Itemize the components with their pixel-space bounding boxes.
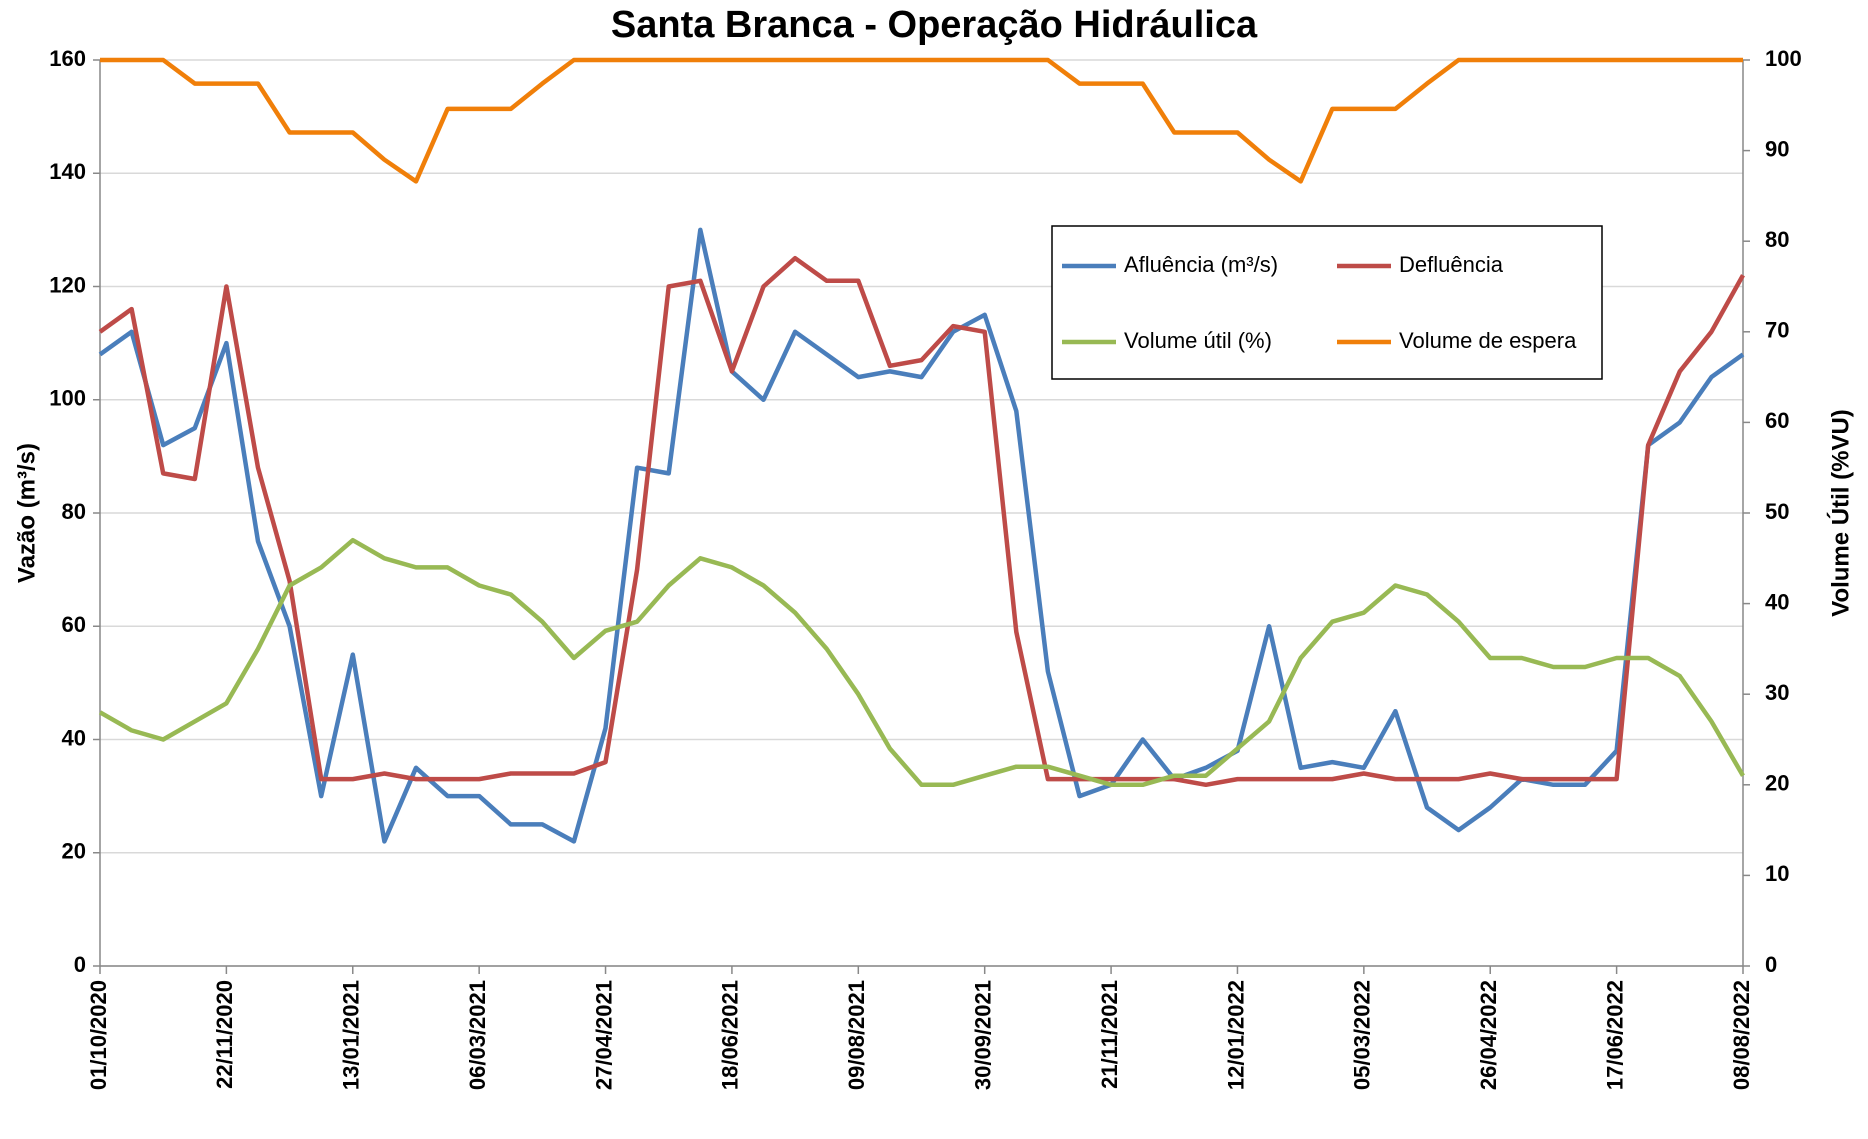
chart-title: Santa Branca - Operação Hidráulica: [611, 4, 1258, 46]
y-tick-label: 120: [49, 272, 86, 297]
y2-tick-label: 40: [1765, 589, 1789, 614]
x-tick-label: 21/11/2021: [1097, 980, 1122, 1089]
y-tick-label: 0: [74, 952, 86, 977]
y2-tick-label: 50: [1765, 499, 1789, 524]
y2-tick-label: 90: [1765, 136, 1789, 161]
x-tick-label: 22/11/2020: [212, 980, 237, 1089]
legend-label: Defluência: [1399, 252, 1504, 277]
x-tick-label: 06/03/2021: [465, 980, 490, 1090]
x-tick-label: 18/06/2021: [718, 980, 743, 1090]
x-tick-label: 09/08/2021: [844, 980, 869, 1090]
y2-tick-label: 80: [1765, 227, 1789, 252]
series-line: [100, 57, 1743, 184]
x-tick-label: 12/01/2022: [1223, 980, 1248, 1090]
legend-box: [1051, 225, 1603, 380]
y-tick-label: 160: [49, 46, 86, 71]
y-tick-label: 140: [49, 159, 86, 184]
y-tick-label: 80: [62, 499, 86, 524]
y-tick-label: 40: [62, 725, 86, 750]
y-tick-label: 100: [49, 386, 86, 411]
y2-tick-label: 10: [1765, 861, 1789, 886]
series-line: [98, 537, 1745, 788]
y2-tick-label: 60: [1765, 408, 1789, 433]
y-tick-label: 20: [62, 839, 86, 864]
x-tick-label: 01/10/2020: [86, 980, 111, 1090]
x-tick-label: 17/06/2022: [1602, 980, 1627, 1090]
series-line: [98, 227, 1745, 844]
x-tick-label: 26/04/2022: [1476, 980, 1501, 1090]
y2-tick-label: 70: [1765, 318, 1789, 343]
y-axis-label: Vazão (m³/s): [13, 443, 40, 583]
x-tick-label: 27/04/2021: [591, 980, 616, 1090]
x-tick-label: 08/08/2022: [1729, 980, 1754, 1090]
y2-tick-label: 20: [1765, 771, 1789, 796]
y2-tick-label: 30: [1765, 680, 1789, 705]
legend-label: Afluência (m³/s): [1124, 252, 1278, 277]
y2-axis-label: Volume Útil (%VU): [1826, 409, 1854, 617]
y2-tick-label: 0: [1765, 952, 1777, 977]
legend-label: Volume útil (%): [1124, 328, 1272, 353]
x-tick-label: 05/03/2022: [1350, 980, 1375, 1090]
y-tick-label: 60: [62, 612, 86, 637]
legend-label: Volume de espera: [1399, 328, 1577, 353]
x-tick-label: 30/09/2021: [971, 980, 996, 1090]
y2-tick-label: 100: [1765, 46, 1802, 71]
x-tick-label: 13/01/2021: [339, 980, 364, 1090]
series-line: [98, 255, 1745, 788]
